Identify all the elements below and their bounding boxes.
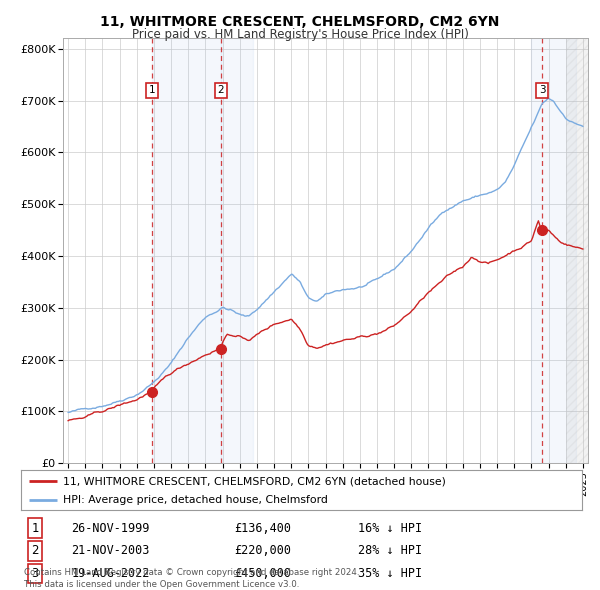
Text: 11, WHITMORE CRESCENT, CHELMSFORD, CM2 6YN (detached house): 11, WHITMORE CRESCENT, CHELMSFORD, CM2 6… (63, 476, 446, 486)
Text: HPI: Average price, detached house, Chelmsford: HPI: Average price, detached house, Chel… (63, 494, 328, 504)
Text: 28% ↓ HPI: 28% ↓ HPI (358, 544, 422, 557)
Bar (152, 38, 221, 463)
Text: 21-NOV-2003: 21-NOV-2003 (71, 544, 150, 557)
Bar (566, 38, 592, 463)
Text: 1: 1 (31, 522, 39, 535)
Text: 35% ↓ HPI: 35% ↓ HPI (358, 567, 422, 580)
Text: 3: 3 (31, 567, 39, 580)
Text: 11, WHITMORE CRESCENT, CHELMSFORD, CM2 6YN: 11, WHITMORE CRESCENT, CHELMSFORD, CM2 6… (100, 15, 500, 29)
Text: £450,000: £450,000 (234, 567, 291, 580)
Text: 1: 1 (149, 85, 155, 95)
Text: 2: 2 (31, 544, 39, 557)
Bar (532, 38, 576, 463)
Text: 16% ↓ HPI: 16% ↓ HPI (358, 522, 422, 535)
Text: Contains HM Land Registry data © Crown copyright and database right 2024.
This d: Contains HM Land Registry data © Crown c… (24, 568, 359, 589)
Text: 26-NOV-1999: 26-NOV-1999 (71, 522, 150, 535)
Text: Price paid vs. HM Land Registry's House Price Index (HPI): Price paid vs. HM Land Registry's House … (131, 28, 469, 41)
Text: 2: 2 (218, 85, 224, 95)
Text: £220,000: £220,000 (234, 544, 291, 557)
Bar (221, 38, 253, 463)
Text: 19-AUG-2022: 19-AUG-2022 (71, 567, 150, 580)
Text: 3: 3 (539, 85, 545, 95)
Text: £136,400: £136,400 (234, 522, 291, 535)
